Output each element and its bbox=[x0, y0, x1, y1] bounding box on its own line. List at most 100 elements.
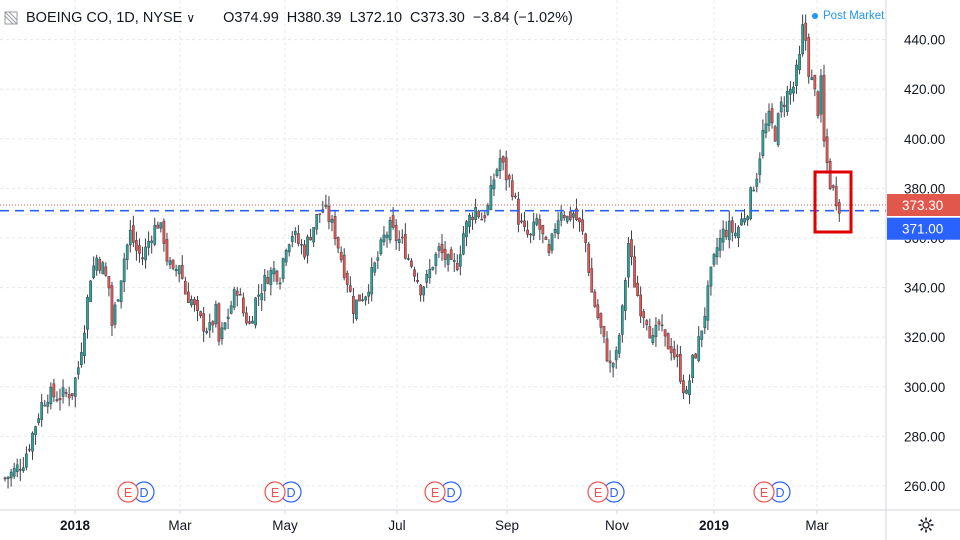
candle bbox=[452, 252, 456, 272]
candle bbox=[300, 239, 303, 255]
candle-body bbox=[565, 215, 569, 222]
candle bbox=[489, 175, 493, 211]
candle bbox=[12, 462, 16, 479]
candle bbox=[590, 257, 594, 293]
candle bbox=[425, 269, 429, 288]
candle bbox=[119, 280, 123, 309]
candle bbox=[397, 230, 401, 252]
candle-body bbox=[177, 265, 181, 275]
candle-body bbox=[617, 335, 621, 354]
candle bbox=[235, 287, 239, 307]
price-axis[interactable]: 260.00280.00300.00320.00340.00360.00380.… bbox=[885, 0, 945, 540]
y-tick-label: 260.00 bbox=[904, 479, 945, 494]
candle bbox=[822, 64, 826, 148]
candle bbox=[352, 287, 355, 324]
x-tick-label: Mar bbox=[805, 518, 829, 533]
candle bbox=[257, 284, 260, 306]
time-axis[interactable]: 2018 Mar May Jul Sep Nov 2019 Mar bbox=[0, 509, 960, 533]
candle bbox=[541, 224, 545, 244]
hamburger-icon[interactable] bbox=[4, 11, 18, 25]
candle bbox=[706, 280, 710, 331]
candle-body bbox=[480, 218, 484, 221]
candle-body bbox=[391, 215, 395, 228]
dividend-letter: D bbox=[609, 486, 618, 500]
chevron-down-icon[interactable]: ∨ bbox=[186, 11, 196, 25]
candle-body bbox=[761, 130, 765, 156]
candle bbox=[727, 210, 731, 249]
candle bbox=[639, 286, 642, 324]
candle-body bbox=[425, 274, 429, 283]
candle-body bbox=[578, 217, 581, 223]
candle-body bbox=[642, 311, 646, 319]
candle bbox=[49, 382, 53, 410]
candle-body bbox=[593, 291, 597, 307]
candle-body bbox=[458, 254, 462, 267]
candle-body bbox=[691, 354, 694, 379]
candle-body bbox=[92, 265, 95, 278]
y-tick-label: 440.00 bbox=[904, 33, 945, 48]
candle-body bbox=[165, 239, 169, 262]
candle-body bbox=[141, 257, 144, 260]
candle-body bbox=[801, 24, 804, 55]
candle-body bbox=[303, 244, 306, 258]
earnings-markers[interactable]: DE DE DE DE DE bbox=[117, 481, 791, 503]
candle bbox=[278, 277, 282, 290]
candle bbox=[263, 268, 267, 302]
candle-body bbox=[382, 234, 386, 243]
candle-body bbox=[770, 108, 774, 124]
candle bbox=[627, 236, 630, 288]
candle bbox=[755, 173, 759, 193]
gear-icon[interactable] bbox=[917, 516, 935, 534]
candle-body bbox=[810, 77, 814, 81]
candle-body bbox=[746, 216, 749, 221]
candle bbox=[223, 321, 227, 331]
candle bbox=[232, 286, 236, 311]
current-price-tag-bg bbox=[887, 194, 960, 217]
candle-body bbox=[43, 404, 47, 407]
candle-body bbox=[245, 312, 248, 324]
candle bbox=[605, 331, 609, 363]
candle-body bbox=[663, 329, 667, 337]
symbol-title[interactable]: BOEING CO, 1D, NYSE bbox=[26, 10, 183, 26]
candle-body bbox=[648, 326, 652, 339]
candle-body bbox=[21, 467, 25, 471]
candle-body bbox=[342, 254, 346, 278]
candle bbox=[147, 231, 150, 256]
earnings-dividend-marker: DE bbox=[424, 481, 462, 503]
earnings-dividend-marker: DE bbox=[587, 481, 625, 503]
candle bbox=[43, 400, 47, 407]
candle-body bbox=[688, 380, 691, 396]
candle-body bbox=[639, 294, 642, 317]
candle-body bbox=[46, 401, 50, 407]
candle bbox=[773, 124, 777, 142]
candle-body bbox=[682, 380, 685, 394]
candle-body bbox=[743, 218, 746, 223]
candle-body bbox=[712, 254, 716, 265]
candle-body bbox=[407, 258, 410, 260]
candle-body bbox=[550, 233, 554, 251]
candle bbox=[281, 257, 285, 283]
candle-body bbox=[559, 212, 563, 221]
candle-body bbox=[581, 219, 584, 232]
candle bbox=[804, 14, 808, 51]
candle bbox=[315, 213, 319, 235]
candle-body bbox=[242, 297, 245, 314]
earnings-letter: E bbox=[271, 486, 279, 500]
candle bbox=[272, 260, 276, 282]
price-labels: 373.30 371.00 bbox=[887, 194, 960, 240]
candle-body bbox=[76, 367, 80, 375]
candle bbox=[446, 253, 450, 272]
candle bbox=[468, 212, 471, 234]
candle-body bbox=[89, 280, 92, 303]
candle-body bbox=[779, 101, 783, 113]
candle-body bbox=[330, 218, 334, 223]
candle-body bbox=[452, 260, 456, 262]
candle-body bbox=[355, 299, 358, 319]
candle-body bbox=[529, 233, 532, 236]
candle-body bbox=[749, 187, 753, 219]
candle-body bbox=[403, 234, 407, 259]
candle bbox=[507, 173, 511, 188]
candle-body bbox=[477, 210, 481, 218]
candle bbox=[694, 352, 698, 359]
